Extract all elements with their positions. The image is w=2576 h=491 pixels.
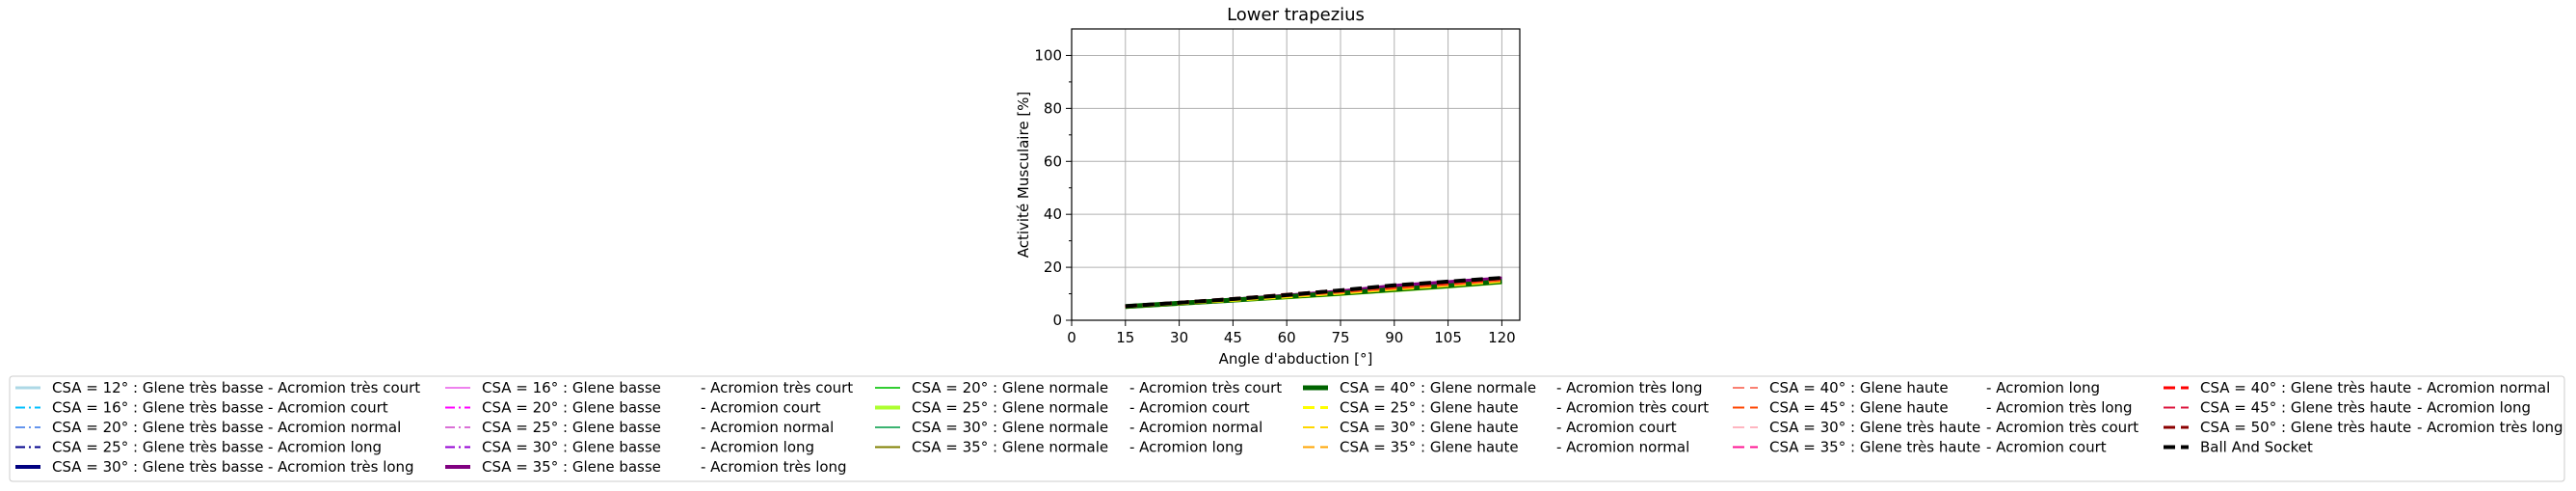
legend-label: CSA = 35° : Glene basse <box>482 458 661 476</box>
legend-label: CSA = 45° : Glene haute <box>1769 399 1949 417</box>
x-tick-label: 105 <box>1434 329 1462 346</box>
legend-label: Ball And Socket <box>2200 439 2313 456</box>
y-tick-label: 40 <box>1044 205 1062 223</box>
legend-label: - Acromion très long <box>2417 419 2563 436</box>
legend-label: CSA = 35° : Glene normale <box>912 439 1108 456</box>
legend-label: - Acromion très long <box>268 458 414 476</box>
legend-label: CSA = 30° : Glene basse <box>482 439 661 456</box>
legend-label: - Acromion normal <box>701 419 834 436</box>
legend-label: - Acromion très long <box>701 458 847 476</box>
legend-label: CSA = 16° : Glene très basse <box>52 399 263 417</box>
x-tick-label: 75 <box>1331 329 1349 346</box>
x-axis-label: Angle d'abduction [°] <box>1219 350 1373 368</box>
x-tick-label: 60 <box>1278 329 1296 346</box>
legend-label: - Acromion court <box>1986 439 2107 456</box>
legend-label: CSA = 30° : Glene très haute <box>1769 419 1980 436</box>
legend: CSA = 12° : Glene très basse CSA = 16° : … <box>9 375 2565 482</box>
legend-label: - Acromion normal <box>1556 439 1689 456</box>
legend-label: - Acromion très long <box>1556 379 1703 396</box>
legend-label: CSA = 30° : Glene normale <box>912 419 1108 436</box>
y-tick-label: 20 <box>1044 259 1062 276</box>
legend-label: - Acromion court <box>268 399 388 417</box>
y-tick-label: 60 <box>1044 152 1062 170</box>
legend-label: CSA = 25° : Glene haute <box>1340 399 1519 417</box>
legend-label: - Acromion normal <box>1129 419 1262 436</box>
legend-label: CSA = 25° : Glene très basse <box>52 439 263 456</box>
legend-label: - Acromion normal <box>2417 379 2550 396</box>
legend-label: CSA = 40° : Glene très haute <box>2200 379 2411 396</box>
legend-label: - Acromion court <box>701 399 821 417</box>
legend-label: CSA = 35° : Glene haute <box>1340 439 1519 456</box>
x-tick-label: 15 <box>1116 329 1134 346</box>
legend-label: - Acromion très court <box>1129 379 1282 396</box>
legend-label: CSA = 20° : Glene basse <box>482 399 661 417</box>
x-tick-label: 30 <box>1170 329 1188 346</box>
legend-label: CSA = 20° : Glene très basse <box>52 419 263 436</box>
legend-label: CSA = 30° : Glene très basse <box>52 458 263 476</box>
legend-label: - Acromion long <box>1129 439 1243 456</box>
legend-label: CSA = 30° : Glene haute <box>1340 419 1519 436</box>
y-tick-label: 80 <box>1044 99 1062 117</box>
legend-label: - Acromion très court <box>1986 419 2138 436</box>
grid <box>1071 29 1520 321</box>
legend-label: CSA = 40° : Glene normale <box>1340 379 1536 396</box>
legend-label: - Acromion normal <box>268 419 401 436</box>
legend-label: - Acromion court <box>1129 399 1250 417</box>
legend-label: CSA = 25° : Glene basse <box>482 419 661 436</box>
legend-label: CSA = 25° : Glene normale <box>912 399 1108 417</box>
axis-ticks: 0 15 30 45 60 75 90 105 120 0 20 40 60 80 100 <box>1034 46 1515 346</box>
legend-box <box>9 375 2565 482</box>
legend-label: - Acromion très court <box>701 379 853 396</box>
legend-label: CSA = 20° : Glene normale <box>912 379 1108 396</box>
legend-label: CSA = 45° : Glene très haute <box>2200 399 2411 417</box>
plot-frame <box>1071 28 1521 321</box>
legend-label: - Acromion long <box>268 439 382 456</box>
x-tick-label: 0 <box>1067 329 1076 346</box>
legend-label: CSA = 40° : Glene haute <box>1769 379 1949 396</box>
legend-label: CSA = 50° : Glene très haute <box>2200 419 2411 436</box>
legend-label: - Acromion long <box>1986 379 2100 396</box>
x-tick-label: 90 <box>1385 329 1403 346</box>
x-tick-label: 45 <box>1224 329 1242 346</box>
legend-label: - Acromion très court <box>268 379 420 396</box>
legend-label: CSA = 16° : Glene basse <box>482 379 661 396</box>
legend-label: - Acromion très long <box>1986 399 2133 417</box>
legend-label: - Acromion court <box>1556 419 1677 436</box>
series-lines <box>1125 276 1502 310</box>
legend-label: CSA = 12° : Glene très basse <box>52 379 263 396</box>
legend-label: - Acromion long <box>701 439 814 456</box>
series-line <box>1125 276 1502 309</box>
y-axis-label: Activité Musculaire [%] <box>1015 92 1032 259</box>
legend-label: CSA = 35° : Glene très haute <box>1769 439 1980 456</box>
y-tick-label: 100 <box>1034 46 1062 64</box>
legend-label: - Acromion long <box>2417 399 2531 417</box>
legend-label: - Acromion très court <box>1556 399 1709 417</box>
y-tick-label: 0 <box>1052 312 1062 329</box>
x-tick-label: 120 <box>1488 329 1516 346</box>
chart-title: Lower trapezius <box>1227 5 1365 25</box>
